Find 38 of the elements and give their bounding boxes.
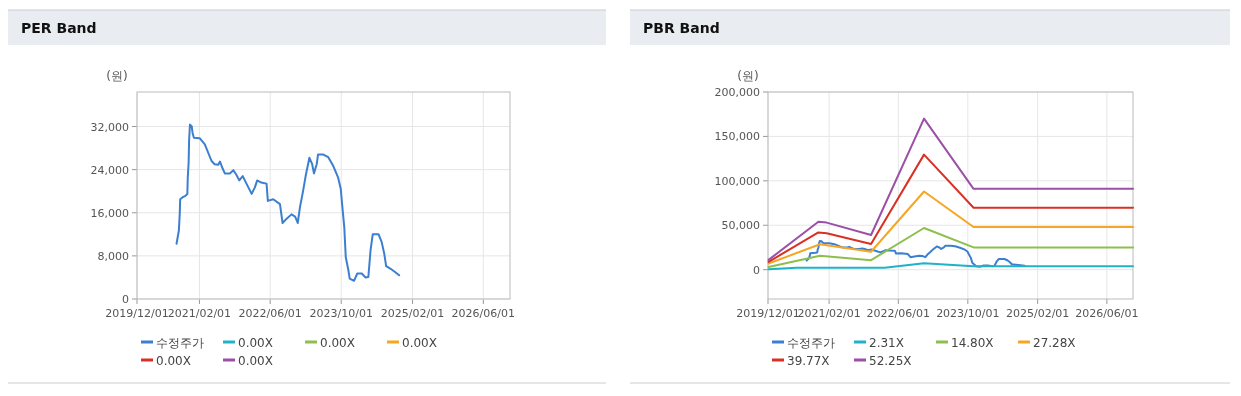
y-tick-label: 50,000 <box>721 219 760 233</box>
y-tick-label: 32,000 <box>90 120 129 134</box>
chart-title: PER Band <box>21 20 97 36</box>
y-axis-title: (원) <box>737 69 759 83</box>
x-tick-label: 2022/06/01 <box>866 307 931 320</box>
legend-label: 0.00X <box>238 336 273 350</box>
x-tick-label: 2023/10/01 <box>936 307 1000 320</box>
legend-label: 0.00X <box>156 354 191 368</box>
legend-label: 27.28X <box>1033 336 1076 350</box>
legend-label: 수정주가 <box>787 336 835 350</box>
x-tick-label: 2021/02/01 <box>797 307 861 320</box>
x-tick-label: 2025/02/01 <box>380 307 445 320</box>
x-tick-label: 2019/12/01 <box>736 307 800 320</box>
legend-label: 0.00X <box>320 336 355 350</box>
legend-label: 0.00X <box>238 354 273 368</box>
x-tick-label: 2026/06/01 <box>451 307 516 320</box>
legend-label: 수정주가 <box>156 336 204 350</box>
x-tick-label: 2025/02/01 <box>1005 307 1070 320</box>
legend-label: 2.31X <box>869 336 904 350</box>
x-tick-label: 2026/06/01 <box>1075 307 1139 320</box>
y-tick-label: 200,000 <box>714 86 760 99</box>
y-tick-label: 0 <box>122 293 129 306</box>
y-axis-title: (원) <box>106 69 128 83</box>
y-tick-label: 16,000 <box>90 206 129 220</box>
x-tick-label: 2019/12/01 <box>105 307 169 320</box>
y-tick-label: 100,000 <box>714 174 760 188</box>
y-tick-label: 150,000 <box>714 130 760 144</box>
y-tick-label: 0 <box>753 263 760 277</box>
legend-label: 52.25X <box>869 354 912 368</box>
y-tick-label: 8,000 <box>97 249 129 263</box>
x-tick-label: 2023/10/01 <box>309 307 373 320</box>
legend-label: 39.77X <box>787 354 830 368</box>
x-tick-label: 2022/06/01 <box>238 307 302 320</box>
chart-title: PBR Band <box>643 20 720 36</box>
y-tick-label: 24,000 <box>90 163 129 177</box>
legend-label: 0.00X <box>402 336 437 350</box>
legend-label: 14.80X <box>951 336 994 350</box>
x-tick-label: 2021/02/01 <box>167 307 232 320</box>
